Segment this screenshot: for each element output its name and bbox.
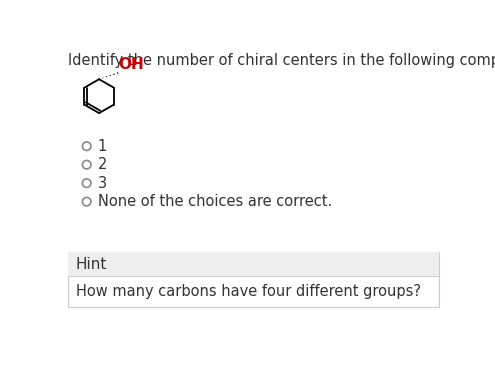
Text: OH: OH — [118, 57, 144, 72]
Text: How many carbons have four different groups?: How many carbons have four different gro… — [76, 284, 421, 299]
FancyBboxPatch shape — [68, 252, 439, 276]
Text: Hint: Hint — [76, 257, 107, 272]
Text: None of the choices are correct.: None of the choices are correct. — [98, 194, 332, 209]
Text: 3: 3 — [98, 176, 106, 191]
Text: 2: 2 — [98, 157, 107, 172]
Text: 1: 1 — [98, 139, 107, 154]
FancyBboxPatch shape — [68, 252, 439, 307]
Text: Identify the number of chiral centers in the following compound.: Identify the number of chiral centers in… — [68, 53, 495, 68]
